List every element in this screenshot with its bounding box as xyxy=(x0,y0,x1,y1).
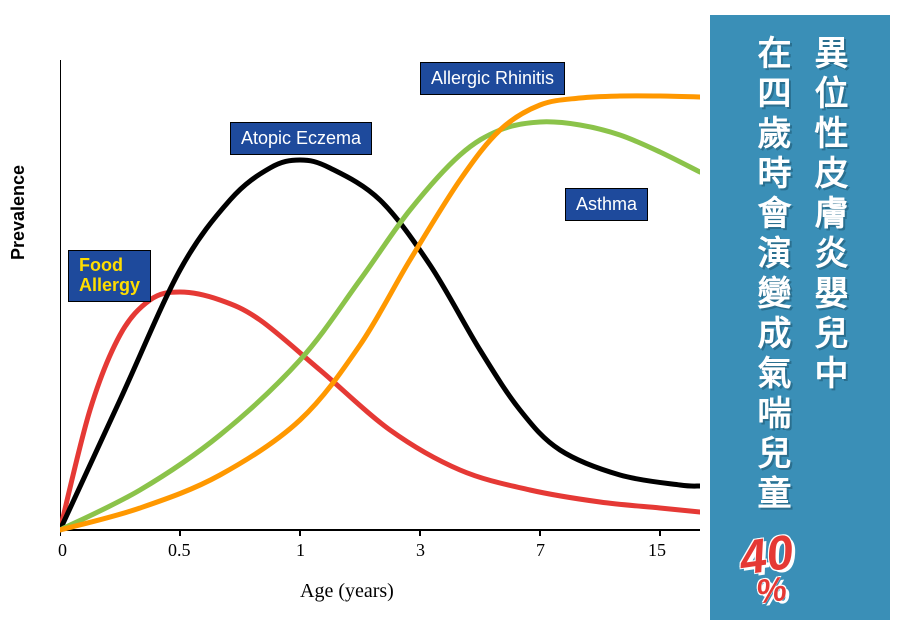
label-atopic-eczema-text: Atopic Eczema xyxy=(241,128,361,148)
label-atopic-eczema: Atopic Eczema xyxy=(230,122,372,155)
sidebar-panel: 在四歲時會演變成氣喘兒童 異位性皮膚炎嬰兒中 xyxy=(710,15,890,620)
stat-percentage: 40 % xyxy=(737,533,800,609)
x-tick-2: 1 xyxy=(296,540,305,561)
label-asthma: Asthma xyxy=(565,188,648,221)
x-tick-3: 3 xyxy=(416,540,425,561)
sidebar-line-2: 異位性皮膚炎嬰兒中 xyxy=(804,35,853,395)
label-food-allergy-text: Food Allergy xyxy=(79,255,140,295)
chart-svg xyxy=(60,60,700,540)
x-tick-0: 0 xyxy=(58,540,67,561)
x-tick-1: 0.5 xyxy=(168,540,191,561)
x-tick-5: 15 xyxy=(648,540,666,561)
sidebar-line-1: 在四歲時會演變成氣喘兒童 xyxy=(747,35,796,515)
series-food-allergy xyxy=(60,292,700,530)
label-asthma-text: Asthma xyxy=(576,194,637,214)
label-allergic-rhinitis-text: Allergic Rhinitis xyxy=(431,68,554,88)
x-axis-label: Age (years) xyxy=(300,580,394,603)
label-food-allergy: Food Allergy xyxy=(68,250,151,302)
series-asthma xyxy=(60,96,700,530)
label-allergic-rhinitis: Allergic Rhinitis xyxy=(420,62,565,95)
chart-plot-area: Food Allergy Atopic Eczema Allergic Rhin… xyxy=(60,60,700,530)
y-axis-label: Prevalence xyxy=(8,165,29,260)
x-tick-4: 7 xyxy=(536,540,545,561)
